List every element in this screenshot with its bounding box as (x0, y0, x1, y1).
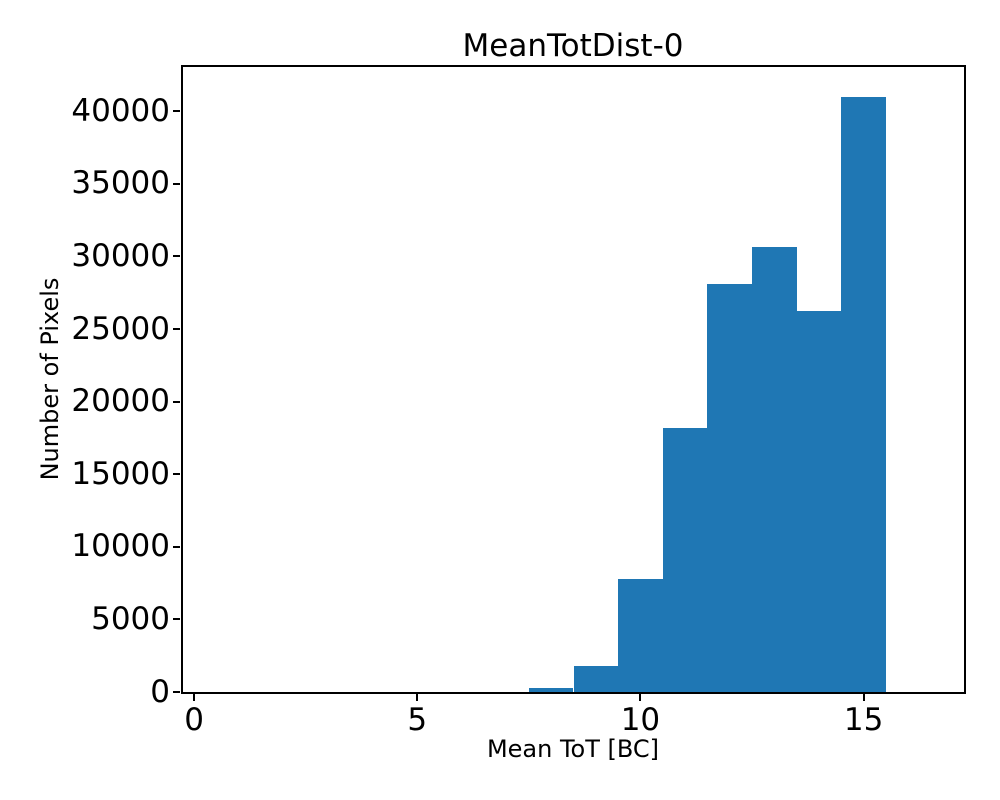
x-axis-label: Mean ToT [BC] (486, 735, 660, 763)
y-tick-label: 40000 (71, 92, 170, 129)
y-tick-mark (173, 255, 180, 258)
y-tick-mark (173, 473, 180, 476)
x-tick-label: 10 (620, 702, 661, 738)
histogram-bar (796, 310, 842, 692)
histogram-bar (662, 427, 708, 692)
x-tick-label: 0 (184, 702, 205, 738)
histogram-bar (841, 96, 886, 692)
y-tick-mark (173, 545, 180, 548)
x-tick-mark (639, 694, 642, 701)
histogram-bar (618, 579, 663, 692)
y-axis-label: Number of Pixels (36, 277, 64, 481)
histogram-bar (528, 688, 574, 692)
y-tick-mark (173, 400, 180, 403)
y-tick-mark (173, 328, 180, 331)
y-tick-label: 5000 (91, 600, 170, 637)
y-tick-label: 35000 (71, 165, 170, 202)
x-tick-label: 5 (407, 702, 428, 738)
y-tick-label: 15000 (71, 455, 170, 492)
plot-area (181, 65, 966, 694)
x-tick-mark (416, 694, 419, 701)
y-tick-mark (173, 691, 180, 693)
histogram-bar (573, 665, 619, 692)
histogram-bar (707, 284, 752, 692)
x-tick-mark (862, 694, 865, 701)
y-tick-label: 30000 (71, 237, 170, 274)
histogram-bar (752, 247, 797, 692)
y-tick-mark (173, 182, 180, 185)
y-tick-label: 0 (150, 673, 170, 710)
y-tick-label: 20000 (71, 383, 170, 420)
chart-title: MeanTotDist-0 (462, 28, 684, 64)
y-tick-mark (173, 618, 180, 621)
x-tick-mark (193, 694, 196, 701)
y-tick-mark (173, 110, 180, 113)
y-tick-label: 25000 (71, 310, 170, 347)
y-tick-label: 10000 (71, 528, 170, 565)
x-tick-label: 15 (843, 702, 884, 738)
